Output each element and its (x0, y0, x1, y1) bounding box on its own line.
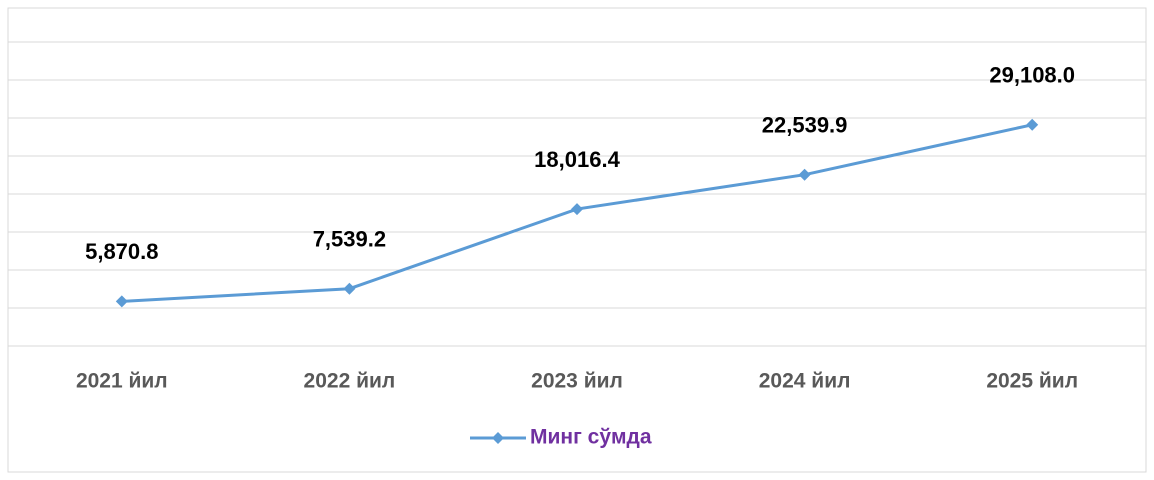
data-label: 5,870.8 (85, 239, 158, 264)
chart-border (7, 7, 1147, 473)
data-label: 29,108.0 (989, 63, 1075, 88)
x-tick-label: 2025 йил (986, 370, 1078, 393)
x-tick-label: 2021 йил (76, 370, 168, 393)
data-label: 7,539.2 (313, 227, 386, 252)
legend-label: Минг сўмда (530, 426, 652, 449)
point-marker (343, 282, 356, 295)
x-tick-label: 2022 йил (304, 370, 396, 393)
point-marker (1026, 118, 1039, 131)
x-tick-label: 2024 йил (759, 370, 851, 393)
data-label: 18,016.4 (534, 147, 620, 172)
point-marker (571, 203, 583, 216)
point-marker (798, 168, 811, 181)
legend-marker (492, 432, 504, 444)
x-tick-label: 2023 йил (531, 370, 623, 393)
point-marker (115, 295, 128, 308)
data-label: 22,539.9 (762, 113, 848, 138)
